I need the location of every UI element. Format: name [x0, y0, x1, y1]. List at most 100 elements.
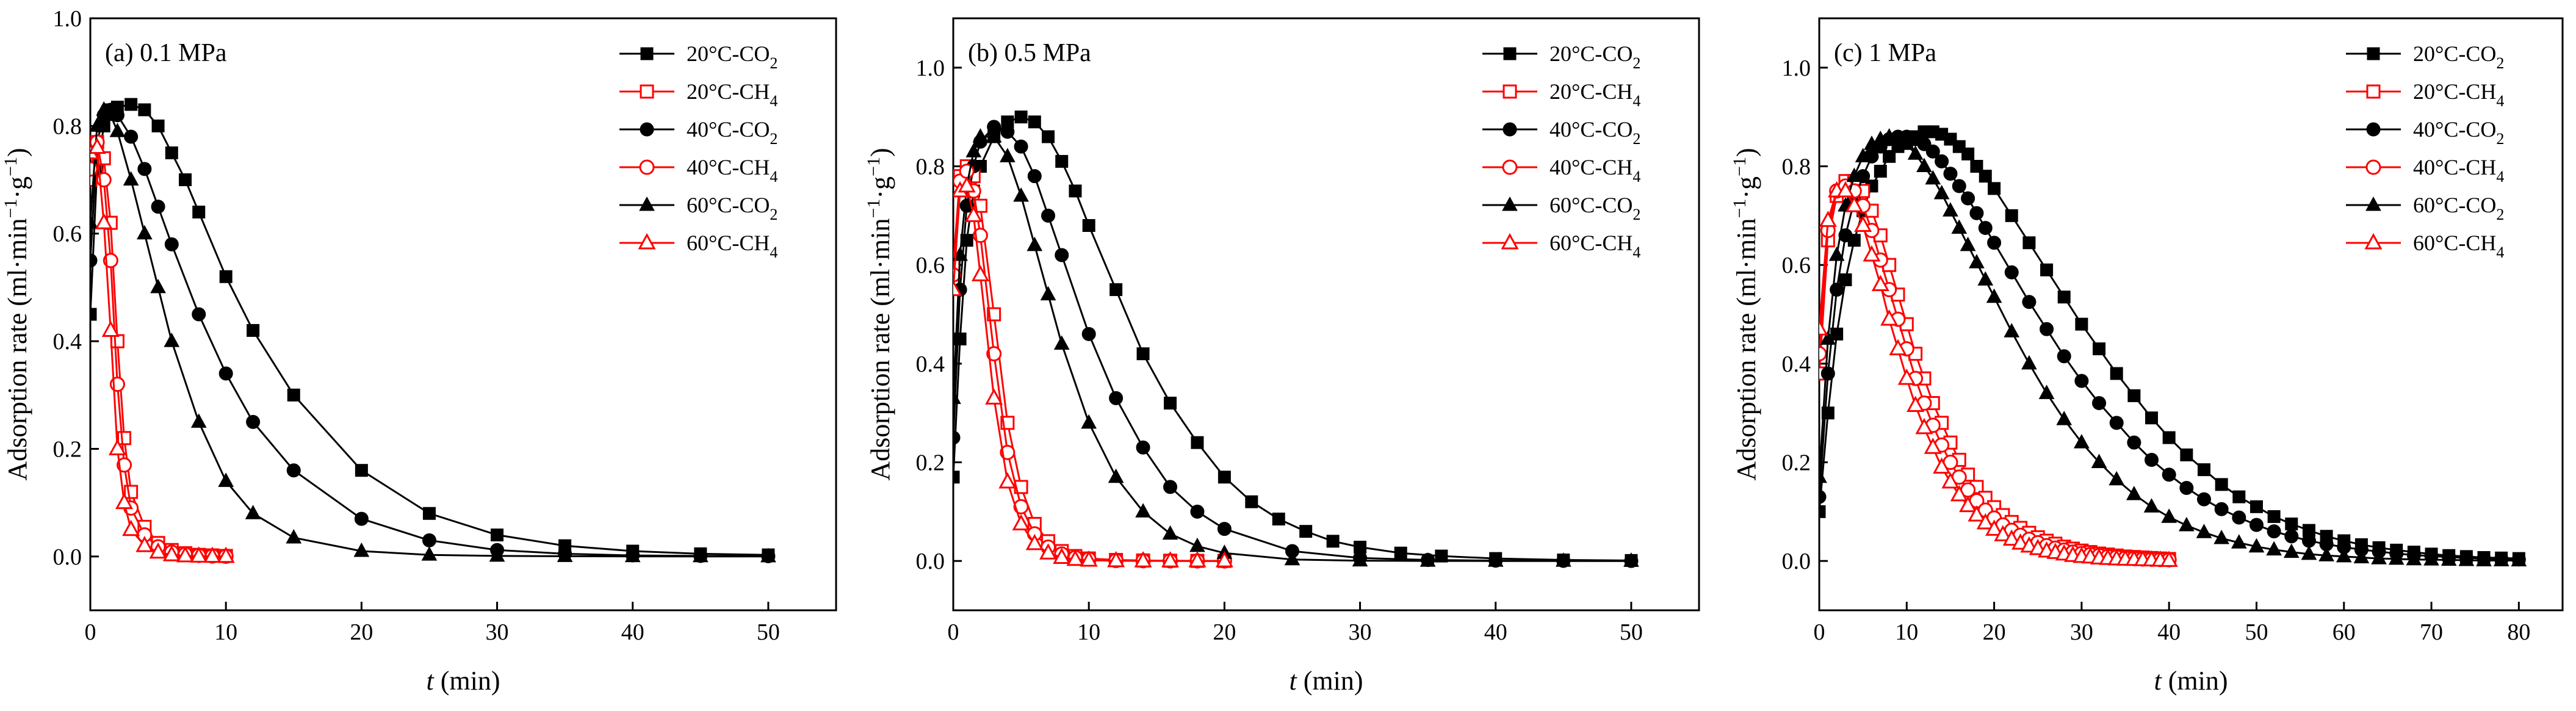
- x-tick-label: 80: [2507, 619, 2530, 645]
- data-point: [124, 485, 139, 499]
- data-point: [110, 334, 124, 348]
- legend-label: 40°C-CO2: [1550, 117, 1640, 148]
- data-point: [2161, 508, 2177, 523]
- data-point: [1055, 154, 1069, 168]
- legend-marker: [1501, 233, 1519, 250]
- data-point: [1987, 236, 2002, 250]
- data-point: [1820, 330, 1836, 345]
- data-point: [1028, 115, 1041, 129]
- data-point: [2109, 416, 2124, 430]
- x-axis-variable: t: [427, 666, 435, 696]
- data-point: [557, 547, 573, 562]
- data-point: [1924, 438, 1942, 454]
- legend-marker: [1502, 196, 1518, 211]
- data-point: [2143, 498, 2160, 513]
- legend-label-subscript: 4: [2496, 92, 2504, 110]
- data-point: [1245, 495, 1258, 508]
- data-point: [1836, 181, 1855, 198]
- data-point: [1055, 248, 1069, 262]
- data-point: [760, 547, 776, 563]
- legend-label-main: 60°C-CO: [2413, 193, 2496, 217]
- data-point: [2284, 529, 2299, 544]
- x-tick-label: 50: [2245, 619, 2268, 645]
- data-point: [2285, 518, 2298, 531]
- data-point: [2353, 549, 2370, 564]
- series-co2-circle: [90, 103, 776, 563]
- series-ch4-circle: [90, 134, 234, 564]
- y-axis-title-part: ·g: [865, 176, 895, 199]
- data-point: [1819, 489, 1827, 504]
- legend-marker: [1503, 84, 1517, 99]
- data-point: [150, 278, 166, 294]
- y-tick-label: 0.4: [1782, 352, 1811, 377]
- data-point: [90, 214, 98, 229]
- y-axis-title-part: −1: [1730, 199, 1750, 218]
- y-tick-label: 0.8: [916, 154, 945, 180]
- series-line: [90, 103, 768, 556]
- data-point: [1109, 283, 1123, 297]
- data-point: [287, 388, 300, 402]
- y-tick-label: 0.6: [53, 222, 82, 247]
- data-point: [953, 280, 962, 297]
- y-axis-title-part: ): [865, 148, 895, 157]
- data-point: [2040, 263, 2054, 276]
- data-point: [1000, 125, 1015, 139]
- legend-marker: [2365, 196, 2381, 211]
- data-point: [1916, 157, 1932, 172]
- y-tick-label: 0.2: [1782, 450, 1811, 476]
- y-axis-title-part: −1: [1730, 157, 1750, 176]
- data-point: [1053, 335, 1070, 350]
- data-point: [90, 117, 105, 132]
- data-point: [2318, 547, 2334, 561]
- data-point: [1907, 145, 1924, 160]
- legend-marker: [639, 196, 655, 211]
- y-tick-label: 0.0: [1782, 549, 1811, 574]
- data-point: [1042, 130, 1055, 143]
- data-point: [1819, 468, 1827, 483]
- data-point: [1925, 144, 1940, 159]
- data-point: [1135, 503, 1151, 518]
- data-point: [1081, 327, 1096, 341]
- data-point: [1082, 219, 1095, 232]
- legend-label-subscript: 4: [770, 92, 777, 110]
- legend-label-main: 40°C-CO: [1550, 117, 1633, 142]
- series-co2-square: [1819, 125, 2525, 565]
- series-ch4-triangle: [90, 137, 235, 563]
- data-point: [2162, 467, 2176, 482]
- data-point: [192, 307, 206, 322]
- legend-label: 40°C-CH4: [1550, 155, 1640, 186]
- data-point: [2005, 209, 2018, 222]
- series-line: [953, 126, 1631, 562]
- data-point: [1950, 485, 1968, 502]
- y-axis-title-part: −1: [864, 157, 884, 176]
- data-point: [1925, 170, 1941, 185]
- legend-label-main: 60°C-CH: [2413, 231, 2496, 255]
- data-point: [1326, 535, 1340, 548]
- data-point: [1951, 219, 1968, 234]
- legend-label-subscript: 4: [1633, 92, 1640, 110]
- data-point: [1933, 184, 1950, 200]
- data-point: [1970, 160, 1983, 173]
- legend-label-subscript: 2: [1633, 206, 1640, 223]
- legend-marker: [1503, 47, 1517, 60]
- legend-label-main: 40°C-CO: [2413, 117, 2496, 142]
- legend-marker: [1503, 122, 1517, 137]
- legend-label: 60°C-CO2: [687, 193, 777, 223]
- data-point: [217, 546, 235, 563]
- legend-label-main: 60°C-CH: [1550, 231, 1633, 255]
- series-line: [953, 116, 1631, 561]
- data-point: [1897, 368, 1916, 385]
- data-point: [2057, 291, 2071, 304]
- data-point: [1435, 549, 1448, 563]
- data-point: [2493, 552, 2509, 566]
- data-point: [1188, 551, 1207, 568]
- legend-marker: [640, 122, 654, 137]
- data-point: [1217, 522, 1232, 536]
- legend-label-main: 40°C-CH: [687, 155, 770, 179]
- series-co2-circle: [953, 120, 1639, 568]
- data-point: [165, 146, 178, 159]
- data-point: [1846, 167, 1863, 182]
- y-axis-title-part: Adsorption rate (ml·min: [865, 218, 895, 481]
- legend-item: 20°C-CO2: [2346, 42, 2504, 72]
- data-point: [219, 270, 233, 283]
